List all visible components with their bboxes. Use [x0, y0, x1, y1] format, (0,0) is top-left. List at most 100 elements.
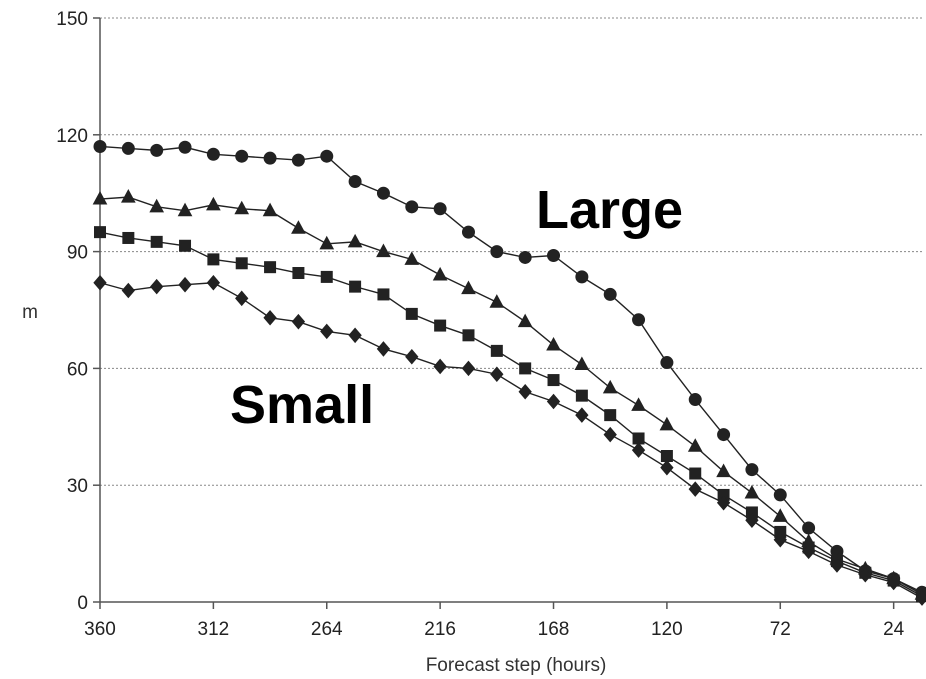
series-2-point-6: [264, 261, 277, 274]
series-1-point-9: [347, 233, 363, 248]
series-3-line: [99, 282, 923, 599]
series-0-point-14: [490, 245, 504, 259]
series-0-point-16: [547, 248, 561, 262]
series-1-point-21: [687, 438, 703, 452]
series-2-point-4: [207, 253, 220, 266]
series-3-point-14: [490, 366, 504, 383]
series-1-point-13: [461, 280, 476, 295]
annotation-small: Small: [230, 375, 374, 435]
series-2-point-0: [94, 226, 106, 239]
series-1-point-4: [206, 196, 221, 211]
series-2-point-17: [575, 389, 588, 402]
series-1-point-6: [262, 202, 278, 217]
series-3-point-20: [660, 459, 674, 476]
series-2-point-15: [519, 362, 532, 375]
series-3-point-18: [603, 426, 617, 443]
series-0-point-10: [376, 186, 390, 200]
series-0-point-22: [717, 428, 731, 442]
series-2-point-18: [604, 409, 617, 422]
series-1-point-14: [489, 294, 505, 308]
series-3-point-6: [263, 310, 277, 326]
y-axis-label: m: [22, 302, 38, 323]
series-3-point-29: [915, 590, 926, 606]
series-3-point-1: [121, 282, 136, 299]
series-0-point-15: [518, 250, 532, 264]
series-1-point-8: [319, 235, 335, 250]
series-3-point-26: [830, 557, 844, 573]
series-0-point-5: [235, 149, 249, 163]
series-2-point-2: [150, 235, 163, 248]
series-3-point-23: [745, 512, 759, 529]
series-1-point-2: [149, 198, 165, 213]
series-3-point-25: [801, 543, 816, 560]
series-0-point-13: [461, 225, 475, 239]
series-3-point-7: [291, 313, 306, 330]
series-2-point-16: [547, 374, 560, 387]
series-3-point-2: [150, 278, 164, 295]
x-tick-label-216: 216: [424, 619, 456, 640]
series-1-point-7: [291, 220, 306, 234]
series-3-point-15: [518, 383, 532, 400]
series-0-point-12: [433, 202, 447, 216]
series-2-point-20: [660, 450, 673, 462]
series-2-point-3: [179, 239, 192, 252]
series-3-point-19: [631, 442, 646, 458]
series-3-diamond: [93, 274, 926, 606]
series-2-point-10: [377, 288, 390, 301]
series-0-point-20: [660, 356, 674, 370]
series-0-point-19: [632, 313, 646, 327]
series-3-point-10: [376, 341, 391, 357]
series-group: [92, 139, 926, 606]
series-3-point-3: [178, 276, 192, 293]
series-3-point-0: [93, 274, 107, 291]
series-0-circle: [93, 139, 926, 599]
y-tick-label-30: 30: [67, 476, 88, 497]
tick-labels: 0 30 60 90 120 150 360 312 264 216 168 120 72 24: [56, 9, 904, 640]
series-0-point-9: [348, 175, 362, 189]
series-3-point-8: [320, 323, 334, 340]
series-2-point-1: [122, 231, 135, 244]
series-0-point-3: [178, 140, 192, 154]
annotation-large: Large: [536, 180, 683, 240]
x-tick-label-24: 24: [883, 619, 905, 640]
series-3-point-24: [773, 531, 787, 548]
axes: [99, 18, 922, 603]
series-1-point-18: [602, 379, 618, 394]
series-1-line: [99, 196, 923, 595]
series-3-point-11: [405, 348, 419, 365]
series-0-point-7: [291, 153, 305, 167]
series-2-point-11: [405, 307, 418, 320]
series-2-point-13: [462, 329, 475, 342]
series-3-point-5: [235, 290, 249, 307]
series-3-point-13: [461, 360, 476, 377]
series-0-line: [99, 145, 923, 593]
series-1-point-10: [376, 243, 391, 258]
series-3-point-17: [575, 407, 589, 423]
series-0-point-25: [802, 521, 816, 535]
x-tick-label-312: 312: [198, 619, 230, 640]
series-2-point-5: [235, 257, 248, 270]
series-1-point-22: [716, 463, 731, 478]
series-0-point-8: [320, 149, 334, 163]
series-3-point-16: [546, 393, 561, 410]
series-3-point-9: [348, 327, 362, 344]
series-1-point-23: [744, 484, 760, 499]
series-2-point-21: [689, 467, 702, 480]
series-0-point-1: [121, 141, 135, 155]
y-tick-label-90: 90: [67, 243, 88, 264]
series-0-point-6: [263, 151, 277, 165]
series-2-point-19: [632, 432, 645, 445]
series-0-point-23: [745, 463, 759, 477]
series-1-point-16: [546, 336, 561, 351]
x-tick-label-72: 72: [770, 619, 791, 640]
series-1-point-19: [631, 397, 646, 411]
series-3-point-4: [206, 274, 221, 291]
series-1-point-20: [659, 416, 675, 431]
series-3-point-22: [716, 494, 731, 511]
x-axis-label: Forecast step (hours): [426, 655, 607, 676]
series-2-point-7: [292, 267, 305, 280]
series-2-point-9: [349, 280, 362, 293]
grid: [100, 17, 922, 486]
series-1-point-15: [517, 313, 533, 328]
